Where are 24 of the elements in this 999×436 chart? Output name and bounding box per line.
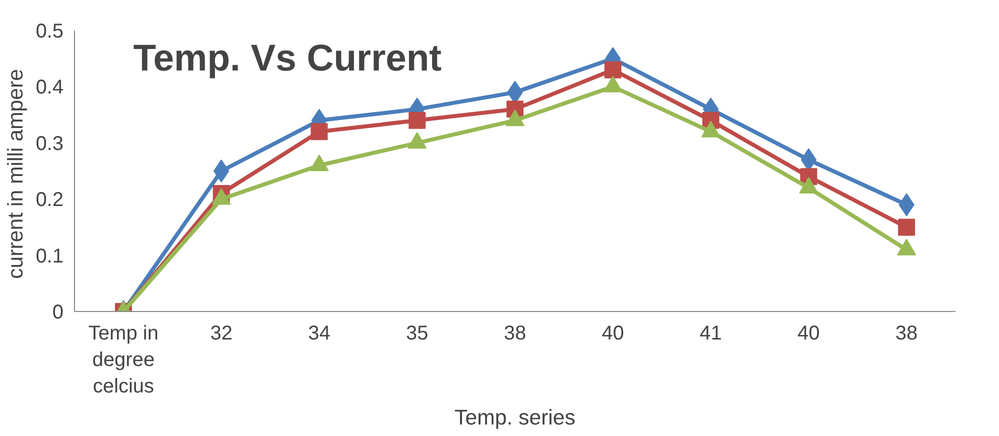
x-tick-label: 32 (210, 322, 232, 344)
x-axis-title: Temp. series (454, 405, 576, 430)
x-tick-label: 38 (895, 322, 918, 344)
point (408, 112, 426, 129)
y-tick-label: 0.4 (36, 76, 64, 99)
y-tick-label: 0.3 (36, 132, 64, 155)
x-tick-label: 41 (700, 322, 722, 344)
point (212, 188, 231, 205)
point (897, 238, 916, 256)
chart-title: Temp. Vs Current (133, 36, 442, 78)
point (604, 61, 622, 78)
x-tick-label: 34 (308, 322, 330, 344)
point (799, 176, 818, 194)
y-tick-label: 0.2 (36, 189, 64, 212)
x-tick-label: Temp in degree celcius (88, 322, 158, 398)
y-axis-title: current in milli ampere (4, 69, 28, 279)
point (310, 123, 328, 140)
y-tick-label: 0 (52, 302, 64, 324)
x-tick-label: 38 (504, 322, 526, 344)
x-tick-label: 40 (798, 322, 820, 344)
x-tick-label: 40 (602, 322, 624, 344)
x-tick-label: 35 (406, 322, 428, 344)
y-tick-label: 0.1 (36, 245, 64, 268)
y-tick-label: 0.5 (36, 20, 64, 42)
